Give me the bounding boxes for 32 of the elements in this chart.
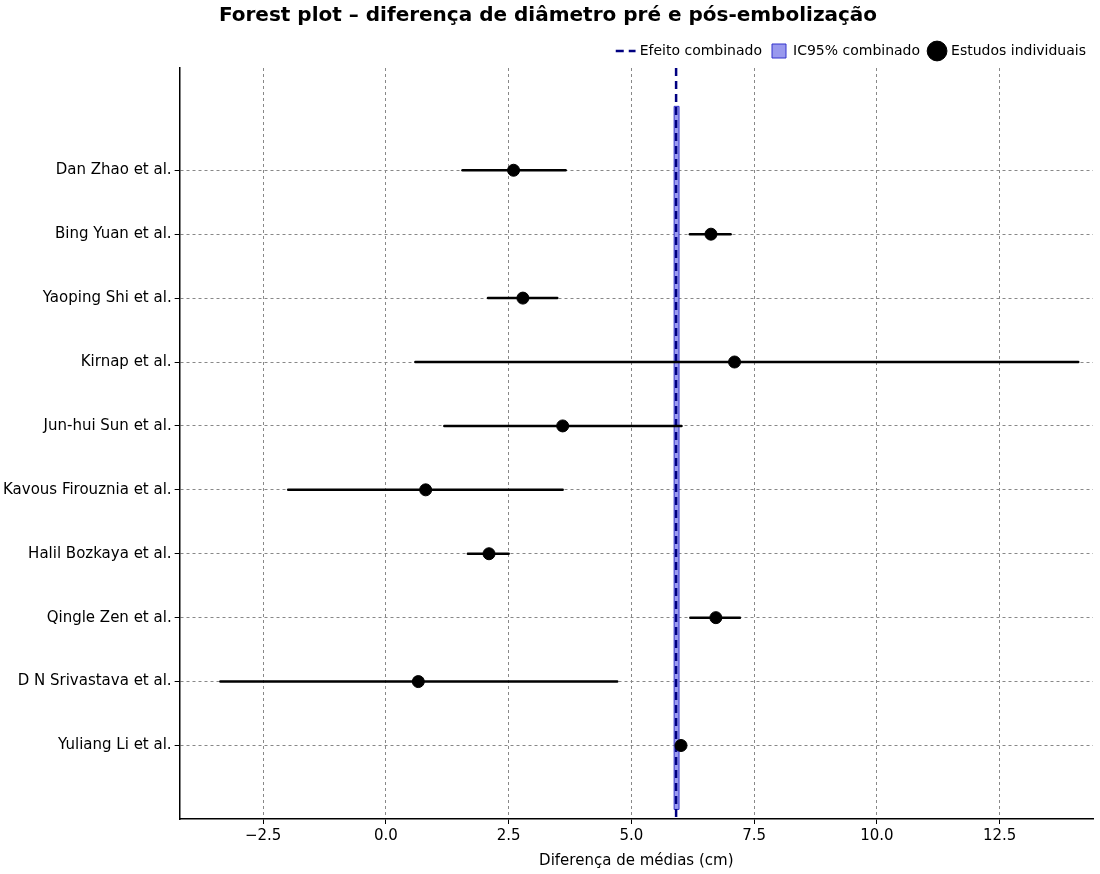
x-tick-label: 5.0 xyxy=(619,825,644,844)
point xyxy=(482,547,496,561)
x-tick-label: 2.5 xyxy=(496,825,521,844)
point xyxy=(507,163,521,177)
y-tick-label: Yaoping Shi et al. xyxy=(41,287,172,306)
y-tick-label: Halil Bozkaya et al. xyxy=(28,543,172,562)
point xyxy=(411,675,425,689)
legend-label: Estudos individuais xyxy=(951,41,1086,58)
legend-label: IC95% combinado xyxy=(793,41,921,58)
point xyxy=(419,483,433,497)
y-tick-label: D N Srivastava et al. xyxy=(17,671,172,690)
y-tick-label: Bing Yuan et al. xyxy=(54,224,172,243)
y-tick-label: Yuliang Li et al. xyxy=(57,735,172,754)
point xyxy=(674,739,688,752)
x-tick-label: −2.5 xyxy=(244,825,282,844)
x-tick-label: 12.5 xyxy=(983,825,1017,844)
point xyxy=(728,355,742,369)
chart-title: Forest plot – diferença de diâmetro pré e pós-embolização xyxy=(218,2,878,27)
y-tick-label: Qingle Zen et al. xyxy=(46,607,172,626)
x-axis-title: Diferença de médias (cm) xyxy=(539,850,734,869)
point xyxy=(556,419,570,433)
point xyxy=(704,227,718,241)
x-tick-label: 10.0 xyxy=(860,825,894,844)
point xyxy=(709,611,723,625)
y-tick-label: Jun-hui Sun et al. xyxy=(42,415,172,434)
x-tick-label: 0.0 xyxy=(373,825,398,844)
y-tick-label: Kavous Firouznia et al. xyxy=(2,479,172,498)
y-tick-label: Kirnap et al. xyxy=(80,351,172,370)
legend-label: Efeito combinado xyxy=(639,41,763,58)
x-tick-label: 7.5 xyxy=(742,825,767,844)
point xyxy=(516,291,530,305)
y-tick-label: Dan Zhao et al. xyxy=(55,160,172,179)
